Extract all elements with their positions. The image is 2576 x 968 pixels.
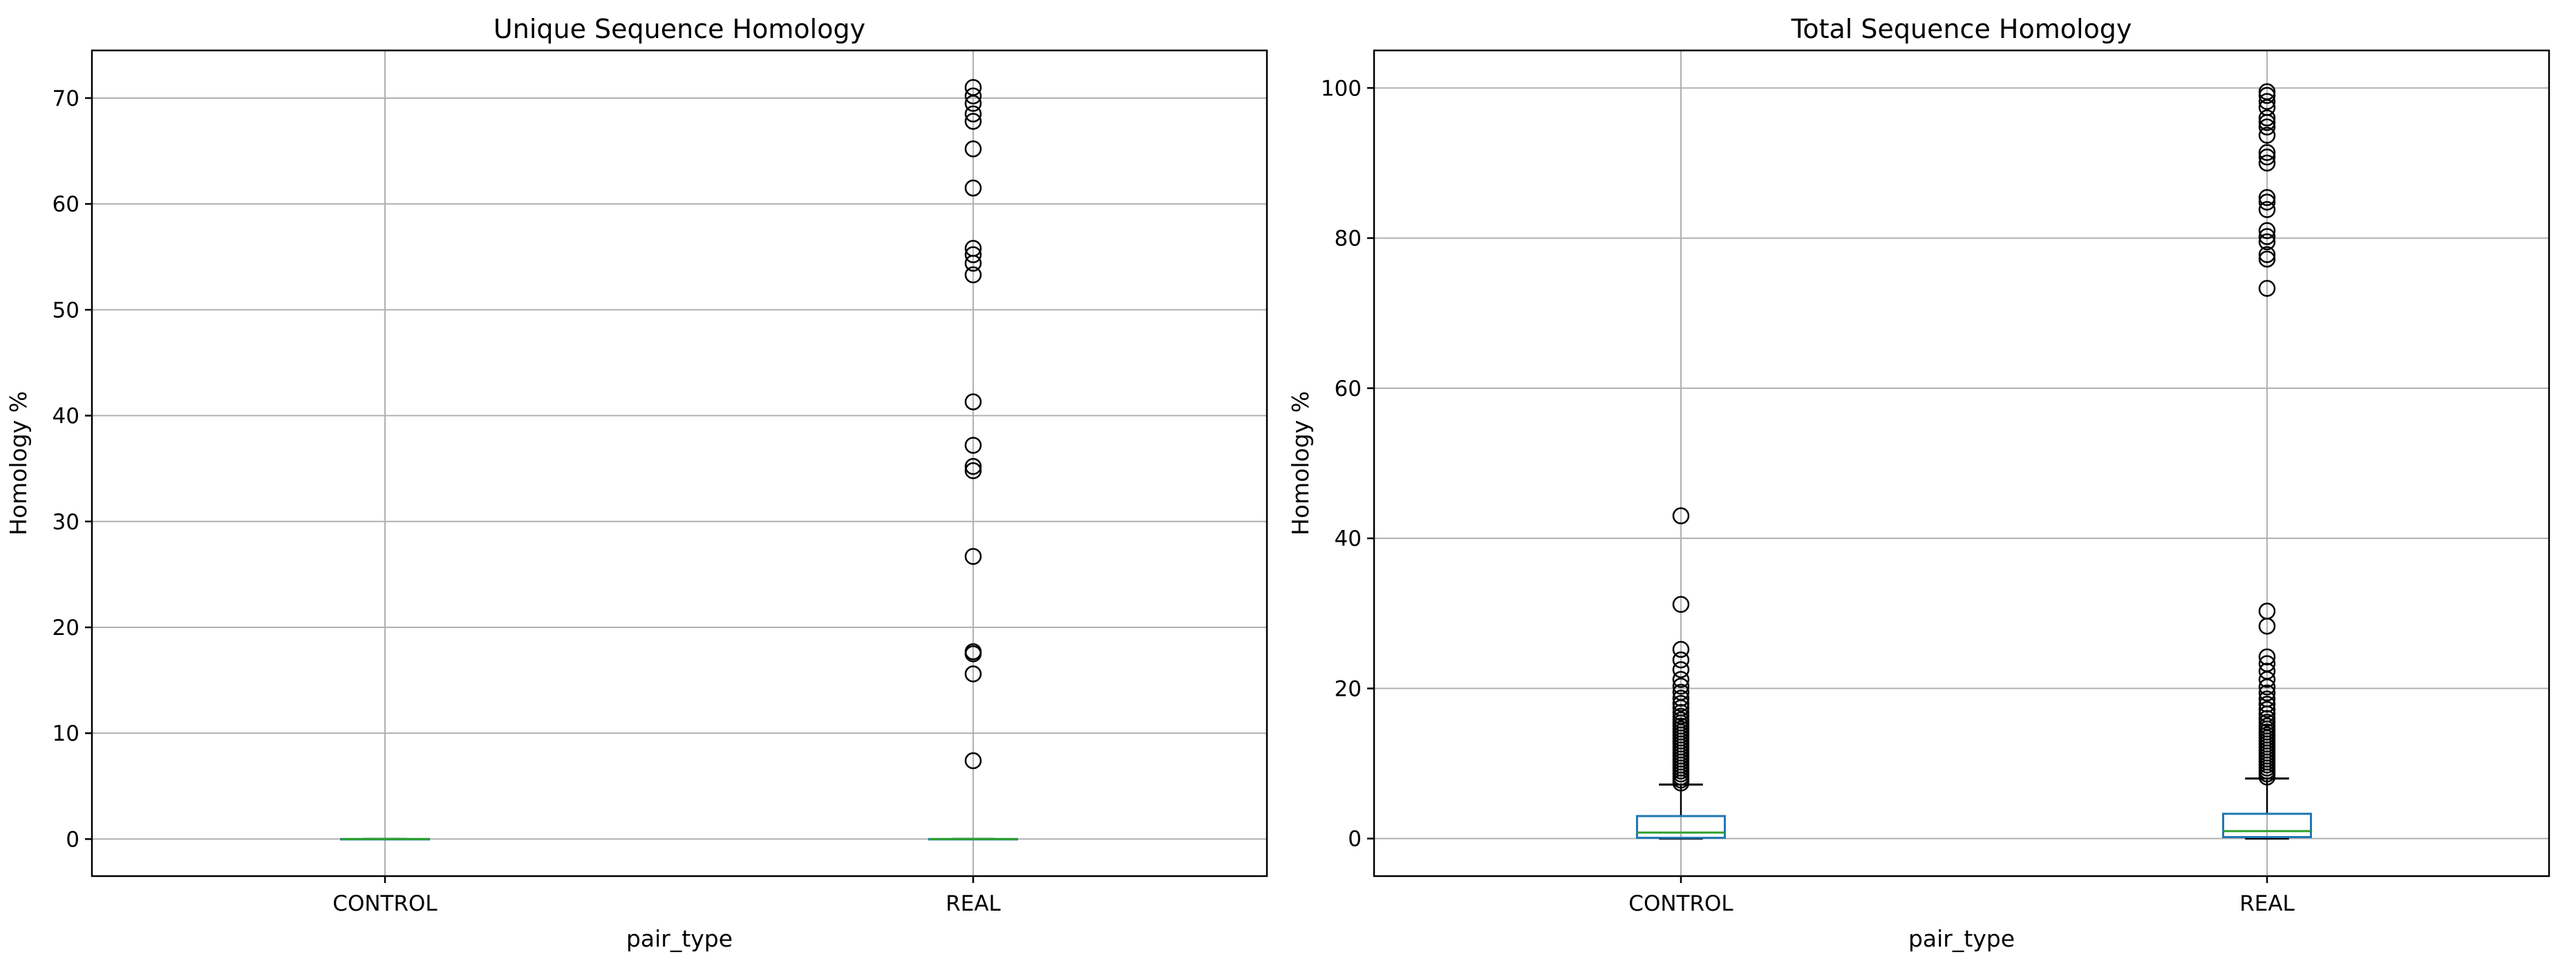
outlier-point	[1672, 711, 1690, 729]
x-tick-label: CONTROL	[332, 891, 438, 916]
y-tick-label: 0	[66, 827, 79, 852]
y-axis-label: Homology %	[1287, 391, 1314, 535]
y-tick-label: 60	[1335, 377, 1362, 401]
outlier-point	[2258, 193, 2276, 211]
y-tick-label: 10	[53, 721, 79, 746]
outlier-point	[1672, 651, 1690, 669]
box-control	[1636, 507, 1726, 840]
outlier-point	[2258, 118, 2276, 136]
outlier-point	[1672, 671, 1690, 688]
x-axis-label: pair_type	[626, 925, 733, 952]
outlier-point	[964, 665, 982, 683]
outlier-point	[2258, 663, 2276, 680]
outlier-point	[2258, 93, 2276, 111]
outlier-point	[2258, 701, 2276, 719]
outlier-point	[964, 105, 982, 123]
outlier-point	[2258, 690, 2276, 708]
outlier-point	[2258, 250, 2276, 268]
outlier-point	[2258, 695, 2276, 713]
outlier-point	[2258, 149, 2276, 166]
outlier-point	[2258, 144, 2276, 161]
chart-panel-1: 0 10 20 30 40 50 60 70 CONTROL REAL Unique Sequenc…	[5, 14, 1268, 952]
box-body	[2222, 813, 2312, 839]
outlier-point	[2258, 684, 2276, 702]
outlier-point	[964, 240, 982, 257]
outlier-point	[2258, 233, 2276, 251]
outlier-point	[1672, 661, 1690, 678]
outlier-point	[2258, 154, 2276, 172]
plot-frame	[1373, 49, 2550, 877]
outlier-point	[1672, 690, 1690, 707]
outlier-point	[2258, 246, 2276, 263]
outlier-point	[964, 643, 982, 661]
outlier-point	[2258, 109, 2276, 127]
outlier-point	[2258, 222, 2276, 239]
y-tick-label: 40	[53, 404, 79, 429]
outlier-point	[964, 113, 982, 130]
outlier-point	[1672, 640, 1690, 658]
outlier-point	[964, 266, 982, 284]
box-real	[928, 79, 1018, 841]
outlier-point	[2258, 714, 2276, 731]
outlier-point	[964, 393, 982, 410]
plot-frame	[91, 49, 1268, 877]
y-tick-label: 40	[1335, 526, 1362, 551]
outlier-point	[2258, 228, 2276, 245]
outlier-point	[2258, 648, 2276, 666]
y-tick-label: 100	[1321, 76, 1362, 101]
y-tick-label: 20	[53, 616, 79, 640]
outlier-point	[1672, 708, 1690, 725]
outlier-point	[2258, 86, 2276, 104]
y-axis-label: Homology %	[5, 391, 32, 535]
outlier-point	[2258, 280, 2276, 297]
outlier-point	[964, 752, 982, 770]
x-tick-label: REAL	[2239, 891, 2295, 916]
chart-title: Unique Sequence Homology	[493, 14, 865, 44]
outlier-point	[964, 457, 982, 475]
outlier-point	[2258, 126, 2276, 144]
y-tick-label: 50	[53, 298, 79, 323]
chart-title: Total Sequence Homology	[1791, 14, 2132, 44]
y-tick-label: 60	[53, 192, 79, 217]
outlier-point	[964, 437, 982, 454]
outlier-point	[2258, 83, 2276, 100]
outlier-point	[1672, 703, 1690, 721]
outlier-point	[2258, 602, 2276, 620]
x-axis-label: pair_type	[1908, 925, 2015, 952]
outlier-point	[1672, 507, 1690, 524]
outlier-point	[1672, 683, 1690, 701]
outlier-point	[964, 179, 982, 197]
outlier-point	[2258, 717, 2276, 734]
y-tick-label: 30	[53, 510, 79, 535]
outlier-point	[2258, 201, 2276, 218]
y-tick-label: 0	[1348, 827, 1362, 852]
y-tick-label: 70	[53, 86, 79, 111]
x-tick-label: REAL	[946, 891, 1001, 916]
outlier-point	[964, 462, 982, 480]
x-tick-label: CONTROL	[1628, 891, 1733, 916]
outlier-point	[964, 87, 982, 105]
box-real	[2222, 83, 2312, 840]
outlier-point	[964, 246, 982, 263]
outlier-point	[1672, 694, 1690, 712]
outlier-point	[2258, 710, 2276, 728]
y-tick-label: 20	[1335, 676, 1362, 701]
outlier-point	[1672, 677, 1690, 695]
outlier-point	[1672, 596, 1690, 613]
outlier-point	[2258, 189, 2276, 207]
outlier-point	[964, 140, 982, 158]
outlier-point	[964, 79, 982, 96]
chart-panel-2: 0 20 40 60 80 100 CONTROL REAL Total Sequence Ho…	[1287, 14, 2550, 952]
outlier-point	[2258, 655, 2276, 672]
outlier-point	[964, 548, 982, 565]
y-tick-label: 80	[1335, 227, 1362, 252]
box-body	[1636, 815, 1726, 839]
